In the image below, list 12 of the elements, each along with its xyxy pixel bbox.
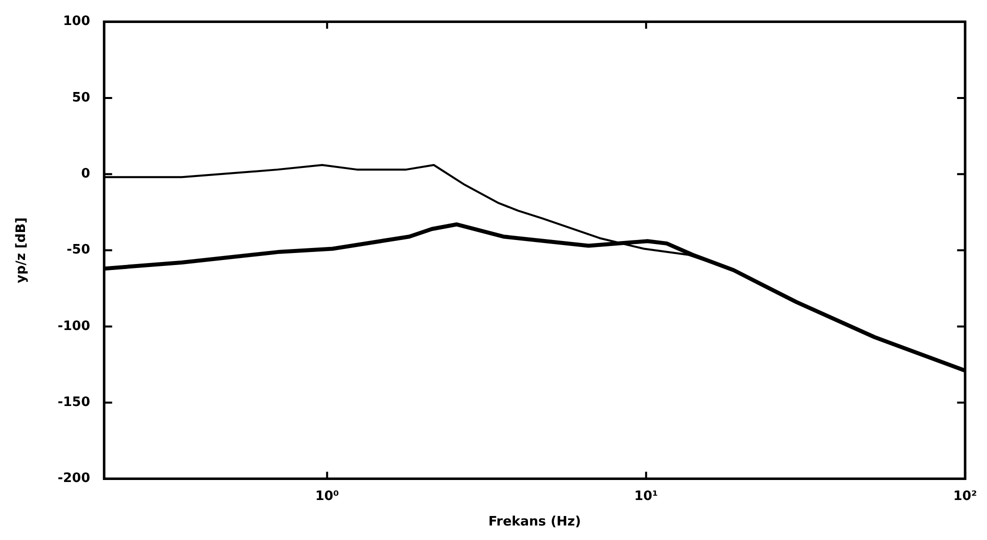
y-tick-label: 50 [72,90,90,106]
x-tick-label: 10⁰ [315,488,340,504]
x-tick-label: 10² [953,488,978,504]
y-tick-label: 100 [62,14,90,30]
y-tick-label: -150 [58,395,90,410]
x-tick-label: 10¹ [634,488,658,504]
y-tick-label: -200 [58,471,90,486]
y-axis-title: yp/z [dB] [14,217,30,284]
x-axis-title: Frekans (Hz) [488,514,581,530]
y-tick-label: 0 [81,166,90,182]
y-tick-label: -100 [58,318,90,334]
y-tick-label: -50 [66,242,90,258]
